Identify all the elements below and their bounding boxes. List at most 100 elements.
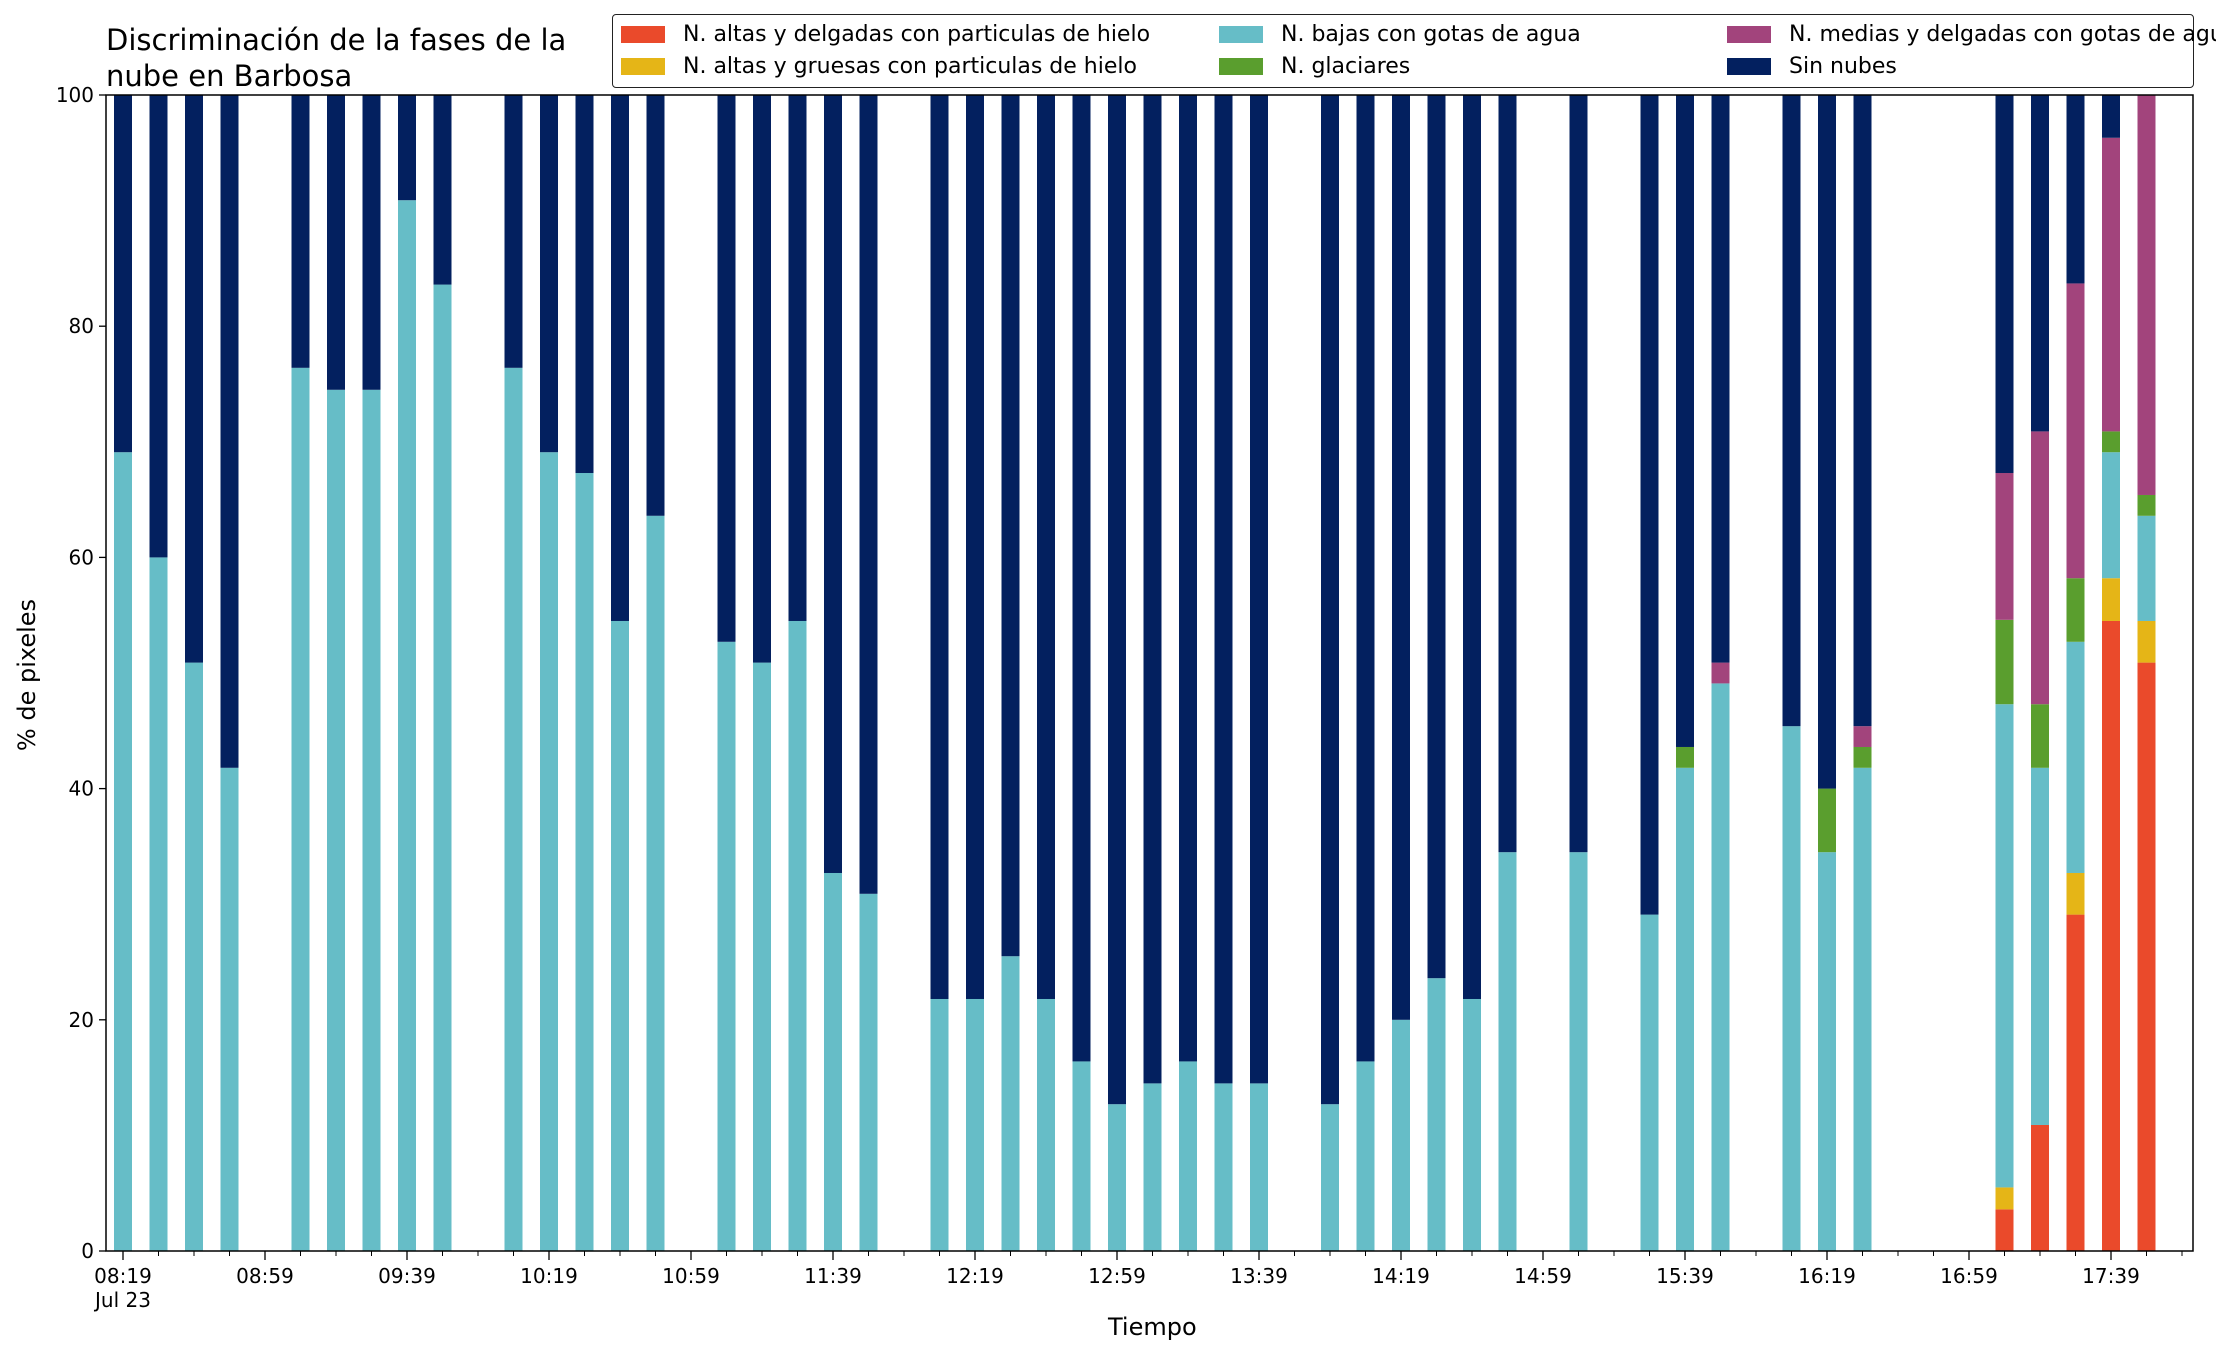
bar-segment-4-46: [2066, 283, 2085, 579]
legend-item: Sin nubes: [1727, 50, 1897, 82]
bar-segment-2-9: [504, 367, 523, 1251]
x-tick-label: 12:19: [946, 1264, 1004, 1288]
bar-segment-3-45: [2031, 704, 2049, 768]
bar-segment-4-45: [2031, 431, 2049, 705]
bar-segment-0-45: [2031, 1125, 2049, 1251]
x-axis-label: Tiempo: [1108, 1313, 1197, 1341]
bar-segment-5-11: [575, 95, 594, 474]
bar-segment-3-40: [1818, 788, 1836, 853]
bar-segment-2-38: [1711, 683, 1730, 1251]
bar-segment-5-38: [1711, 95, 1730, 663]
y-tick-label: 20: [69, 1008, 94, 1032]
bar-segment-2-22: [1037, 998, 1055, 1251]
chart-title: Discriminación de la fases de la nube en…: [106, 23, 567, 93]
bar-segment-2-10: [540, 452, 558, 1251]
bar-segment-5-27: [1214, 95, 1233, 1084]
bar-segment-2-47: [2102, 452, 2120, 579]
legend-swatch: [1727, 25, 1771, 43]
bar-segment-5-16: [788, 95, 807, 621]
bar-segment-3-46: [2066, 578, 2085, 642]
bar-segment-2-28: [1250, 1083, 1268, 1251]
bar-segment-5-2: [185, 95, 203, 663]
bar-segment-5-39: [1782, 95, 1801, 727]
bar-segment-3-47: [2102, 431, 2120, 453]
bar-segment-2-17: [824, 872, 842, 1251]
bar-segment-5-23: [1072, 95, 1091, 1062]
axes-frame: [105, 94, 2194, 1252]
x-tick-label: 12:59: [1088, 1264, 1146, 1288]
bar-segment-2-40: [1818, 852, 1836, 1251]
legend-label: Sin nubes: [1789, 53, 1897, 79]
bar-segment-2-37: [1676, 767, 1694, 1251]
legend-label: N. glaciares: [1281, 53, 1411, 79]
x-tick-label: 09:39: [378, 1264, 436, 1288]
bar-segment-3-48: [2137, 494, 2156, 516]
y-tick-label: 80: [69, 314, 94, 338]
bar-segment-5-37: [1676, 95, 1694, 747]
bar-segment-5-17: [824, 95, 842, 873]
x-tick-label: 10:59: [662, 1264, 720, 1288]
bar-segment-5-33: [1463, 95, 1481, 999]
bar-segment-2-44: [1995, 704, 2014, 1188]
x-tick-label: 14:19: [1372, 1264, 1430, 1288]
x-tick-label: 14:59: [1514, 1264, 1572, 1288]
y-axis-label: % de pixeles: [13, 598, 41, 752]
x-tick-label: 11:39: [804, 1264, 862, 1288]
bar-segment-5-18: [859, 95, 878, 894]
legend-swatch: [1219, 57, 1263, 75]
x-tick-sublabel: Jul 23: [93, 1288, 151, 1312]
bar-segment-5-13: [646, 95, 665, 516]
bar-segment-2-12: [611, 620, 629, 1251]
bar-segment-4-41: [1853, 726, 1872, 747]
bar-segment-2-1: [149, 557, 168, 1251]
bar-segment-0-48: [2137, 662, 2156, 1251]
legend-label: N. medias y delgadas con gotas de agua: [1789, 21, 2216, 47]
legend-swatch: [621, 25, 665, 43]
bar-segment-5-22: [1037, 95, 1055, 999]
bar-segment-5-20: [966, 95, 984, 999]
bar-segment-2-26: [1179, 1061, 1197, 1251]
bar-segment-1-44: [1995, 1187, 2014, 1210]
bar-segment-5-47: [2102, 95, 2120, 138]
bar-segment-5-3: [220, 95, 239, 768]
legend-item: N. bajas con gotas de agua: [1219, 18, 1581, 50]
bar-segment-5-15: [753, 95, 771, 663]
bar-segment-0-46: [2066, 914, 2085, 1251]
bar-segment-2-13: [646, 515, 665, 1251]
legend-item: N. altas y gruesas con particulas de hie…: [621, 50, 1137, 82]
bar-segment-5-7: [398, 95, 416, 201]
bar-segment-2-34: [1498, 852, 1517, 1251]
bar-segment-2-7: [398, 200, 416, 1252]
bar-segment-5-46: [2066, 95, 2085, 284]
legend-swatch: [1219, 25, 1263, 43]
legend-item: N. altas y delgadas con particulas de hi…: [621, 18, 1150, 50]
bar-segment-5-24: [1108, 95, 1126, 1105]
bar-segment-0-47: [2102, 620, 2120, 1251]
bar-segment-2-2: [185, 662, 203, 1251]
bar-segment-5-36: [1640, 95, 1659, 915]
bar-segment-4-48: [2137, 95, 2156, 495]
bar-segment-2-36: [1640, 914, 1659, 1251]
x-tick-label: 10:19: [520, 1264, 578, 1288]
bar-segment-2-0: [114, 452, 132, 1251]
bar-segment-5-8: [433, 95, 452, 285]
legend-item: N. medias y delgadas con gotas de agua: [1727, 18, 2216, 50]
bar-segment-2-32: [1427, 978, 1446, 1251]
bar-segment-5-10: [540, 95, 558, 453]
bar-segment-2-23: [1072, 1061, 1091, 1251]
bar-segment-2-21: [1001, 956, 1020, 1251]
bar-segment-5-44: [1995, 95, 2014, 474]
bar-segment-5-25: [1143, 95, 1162, 1084]
bar-segment-2-4: [291, 367, 310, 1251]
bar-segment-2-5: [327, 389, 345, 1251]
bar-segment-2-46: [2066, 641, 2085, 873]
legend-label: N. bajas con gotas de agua: [1281, 21, 1581, 47]
bar-segment-5-28: [1250, 95, 1268, 1084]
y-tick-label: 100: [56, 83, 94, 107]
bar-segment-2-41: [1853, 767, 1872, 1251]
bar-segment-2-6: [362, 389, 381, 1251]
x-tick-label: 16:59: [1940, 1264, 1998, 1288]
bar-segment-2-11: [575, 473, 594, 1251]
bar-segment-2-19: [930, 998, 949, 1251]
